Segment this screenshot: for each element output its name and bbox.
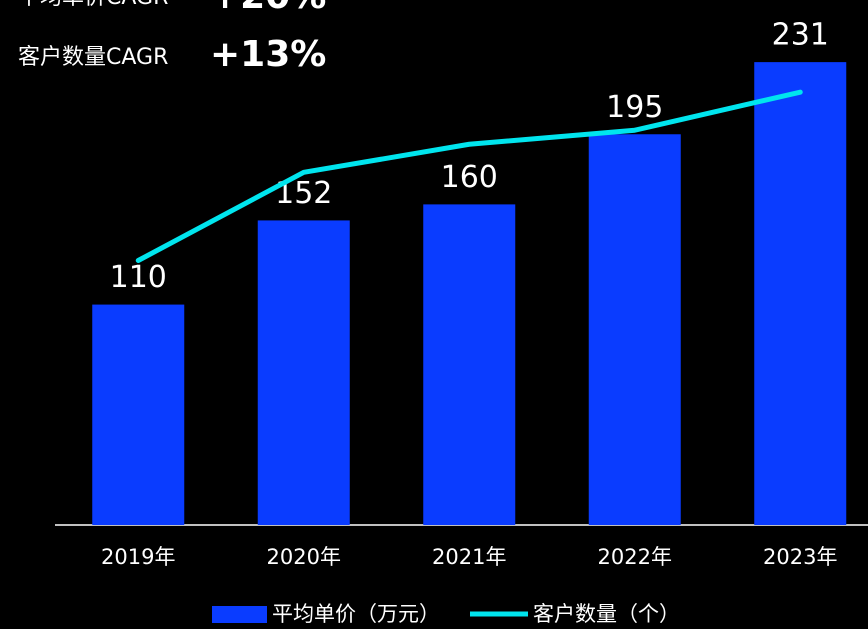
line: [135, 89, 803, 263]
legend-label: 客户数量（个）: [533, 602, 680, 626]
bar: [588, 134, 681, 525]
x-tick-label: 2020年: [267, 545, 341, 569]
legend-label: 平均单价（万元）: [272, 602, 440, 626]
x-tick-label: 2021年: [432, 545, 506, 569]
data-label: 110: [110, 260, 167, 295]
bar: [754, 62, 847, 526]
annotation-text: 平均单价CAGR: [18, 0, 168, 10]
annotation-value: +13%: [210, 34, 326, 75]
data-label: 160: [441, 160, 498, 195]
x-tick-label: 2022年: [598, 545, 672, 569]
annotation-text: 客户数量CAGR: [18, 45, 168, 70]
data-label: 195: [606, 90, 663, 125]
bar: [423, 204, 516, 525]
bar: [92, 304, 185, 525]
x-tick-label: 2023年: [763, 545, 837, 569]
data-label: 231: [772, 18, 829, 53]
x-tick-label: 2019年: [101, 545, 175, 569]
annotation-value: +20%: [210, 0, 326, 17]
bar: [257, 220, 350, 525]
legend-swatch: [212, 606, 267, 623]
